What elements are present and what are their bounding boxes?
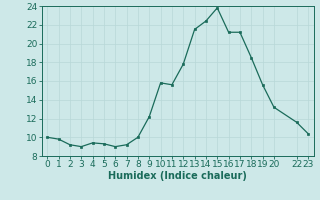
X-axis label: Humidex (Indice chaleur): Humidex (Indice chaleur) [108,171,247,181]
